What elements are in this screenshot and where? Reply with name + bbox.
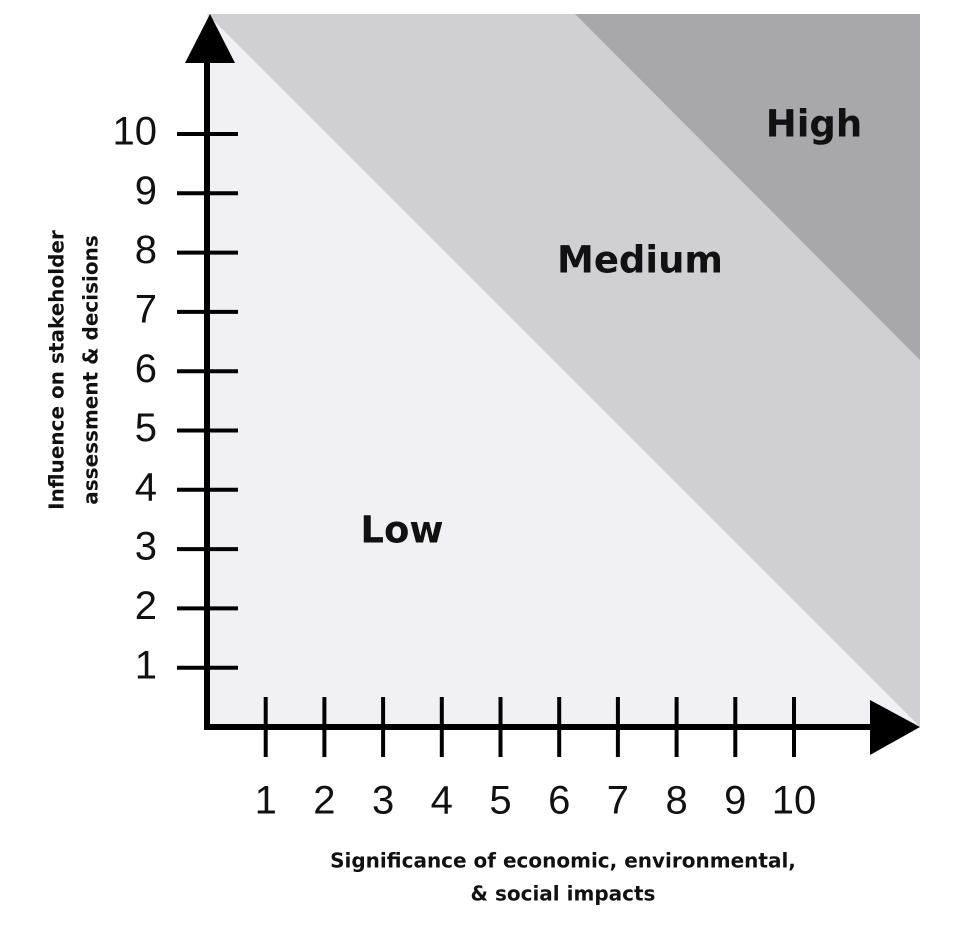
x-tick-label: 2 bbox=[313, 779, 335, 823]
y-tick-label: 9 bbox=[135, 169, 157, 213]
x-tick-label: 1 bbox=[255, 779, 277, 823]
region-label: Low bbox=[360, 509, 443, 552]
y-arrow bbox=[185, 14, 235, 63]
y-tick-label: 7 bbox=[135, 287, 157, 331]
region-label: Medium bbox=[557, 239, 723, 282]
x-tick-label: 9 bbox=[724, 779, 746, 823]
x-tick-label: 7 bbox=[607, 779, 629, 823]
y-tick-label: 6 bbox=[135, 347, 157, 391]
y-tick-label: 1 bbox=[135, 643, 157, 687]
x-arrow bbox=[870, 700, 920, 755]
x-tick-label: 8 bbox=[665, 779, 687, 823]
y-tick-label: 8 bbox=[135, 228, 157, 272]
x-tick-label: 4 bbox=[431, 779, 453, 823]
y-tick-label: 3 bbox=[135, 525, 157, 569]
y-axis-label: Influence on stakeholder bbox=[45, 230, 69, 510]
y-tick-label: 10 bbox=[113, 110, 158, 154]
x-tick-label: 5 bbox=[489, 779, 511, 823]
low-region bbox=[207, 14, 920, 727]
x-tick-label: 6 bbox=[548, 779, 570, 823]
region-label: High bbox=[766, 103, 862, 146]
x-tick-label: 3 bbox=[372, 779, 394, 823]
high-region bbox=[575, 14, 920, 360]
y-tick-label: 2 bbox=[135, 584, 157, 628]
x-axis-label: & social impacts bbox=[471, 882, 656, 906]
x-axis-label: Significance of economic, environmental, bbox=[330, 849, 796, 873]
y-tick-label: 4 bbox=[135, 465, 157, 509]
y-axis-label: assessment & decisions bbox=[79, 235, 103, 504]
y-tick-label: 5 bbox=[135, 406, 157, 450]
x-tick-label: 10 bbox=[772, 779, 817, 823]
